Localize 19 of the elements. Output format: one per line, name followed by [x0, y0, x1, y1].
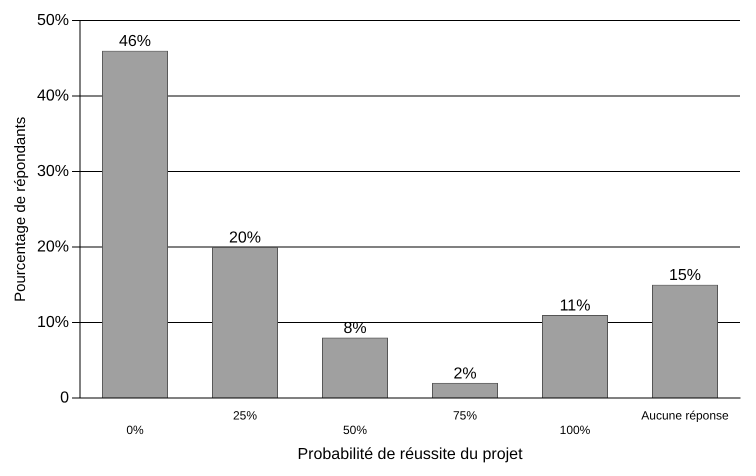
y-tick-label: 50%	[36, 12, 70, 30]
data-label: 15%	[668, 267, 702, 284]
data-label: 46%	[119, 33, 152, 50]
data-label: 20%	[229, 229, 262, 246]
x-tick-label: 25%	[233, 408, 258, 423]
x-tick-label: 50%	[343, 422, 368, 437]
y-tick-label: 0	[60, 389, 70, 406]
x-axis-title: Probabilité de réussite du projet	[297, 446, 524, 463]
y-tick-label: 30%	[36, 162, 70, 180]
x-tick-label: 75%	[452, 408, 478, 423]
data-label: 2%	[453, 365, 477, 382]
y-axis-title: Pourcentage de répondants	[12, 116, 30, 302]
y-tick-label: 10%	[36, 314, 70, 331]
y-tick-label: 20%	[36, 238, 70, 256]
x-tick-label: 0%	[126, 422, 144, 437]
x-tick-label: 100%	[560, 422, 591, 437]
data-label: 11%	[560, 297, 590, 314]
x-tick-label: Aucune réponse	[641, 408, 730, 423]
y-tick-label: 40%	[36, 87, 70, 104]
